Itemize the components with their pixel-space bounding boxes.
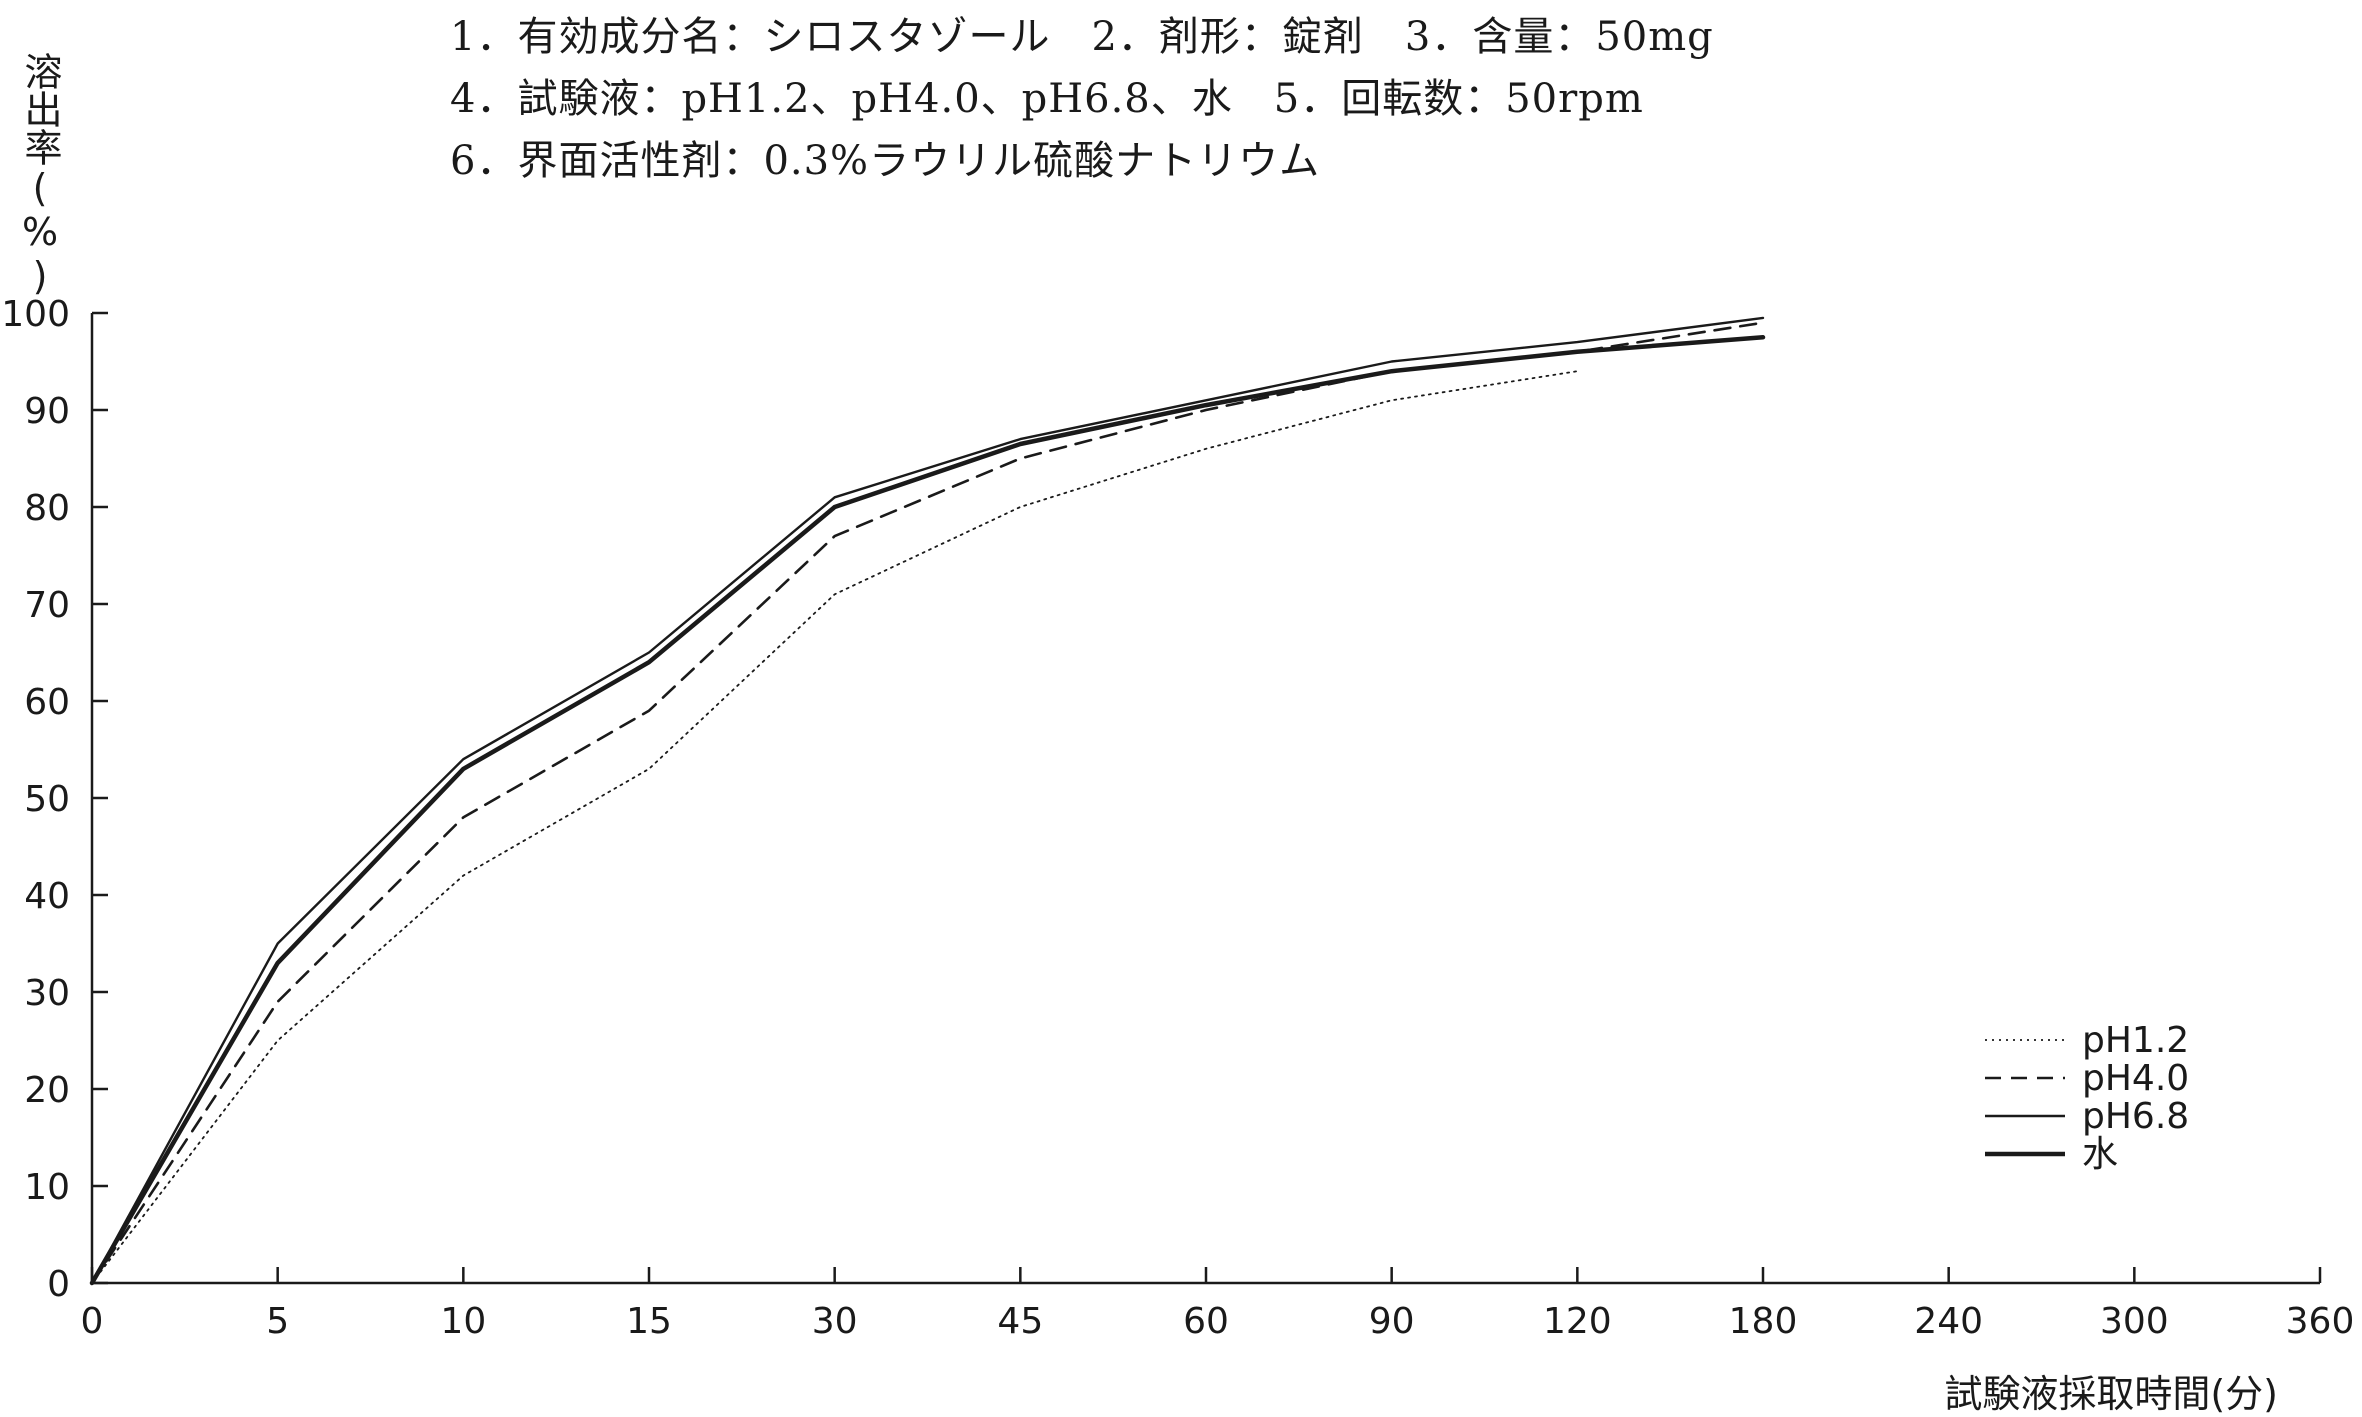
x-axis-label: 試験液採取時間(分) [1944,1372,2278,1416]
y-tick-label: 50 [24,779,70,820]
x-tick-label: 360 [2286,1301,2355,1342]
x-tick-label: 5 [266,1301,289,1342]
series-line-2 [90,316,1765,1285]
y-tick-label: 100 [1,294,70,335]
series-line-3 [89,335,1766,1286]
x-tick-label: 60 [1183,1301,1229,1342]
conditions-line-3: 6．界面活性剤：0.3%ラウリル硫酸ナトリウム [450,138,1321,184]
y-tick-label: 0 [47,1264,70,1305]
y-axis-label: 溶出率(%) [18,52,62,298]
y-tick-label: 40 [24,876,70,917]
y-tick-label: 70 [24,585,70,626]
x-tick-label: 120 [1543,1301,1612,1342]
legend-label-2: pH6.8 [2082,1096,2189,1137]
y-tick-label: 80 [24,488,70,529]
legend-label-3: 水 [2082,1134,2118,1175]
legend-label-0: pH1.2 [2082,1020,2189,1061]
x-tick-label: 300 [2100,1301,2169,1342]
x-tick-label: 90 [1369,1301,1415,1342]
conditions-line-2: 4．試験液：pH1.2、pH4.0、pH6.8、水 5．回転数：50rpm [450,76,1644,122]
x-tick-label: 45 [997,1301,1043,1342]
chart-axes [90,313,2320,1285]
series-lines [89,316,1766,1286]
x-tick-label: 30 [812,1301,858,1342]
y-tick-label: 60 [24,682,70,723]
y-tick-label: 30 [24,973,70,1014]
y-tick-label: 90 [24,391,70,432]
x-tick-label: 10 [440,1301,486,1342]
conditions-line-1: 1．有効成分名：シロスタゾール 2．剤形：錠剤 3．含量：50mg [450,14,1714,60]
series-line-1 [90,321,1765,1285]
x-tick-label: 15 [626,1301,672,1342]
x-tick-label: 0 [81,1301,104,1342]
legend-label-1: pH4.0 [2082,1058,2189,1099]
y-tick-label: 10 [24,1167,70,1208]
x-tick-label: 180 [1729,1301,1798,1342]
x-tick-label: 240 [1914,1301,1983,1342]
y-axis-ticks: 0 10 20 30 40 50 60 70 80 90 100 [1,294,108,1305]
x-axis-ticks: 0 5 10 15 30 45 60 90 120 180 240 300 360 [81,1267,2355,1342]
series-line-0 [91,370,1579,1284]
y-tick-label: 20 [24,1070,70,1111]
